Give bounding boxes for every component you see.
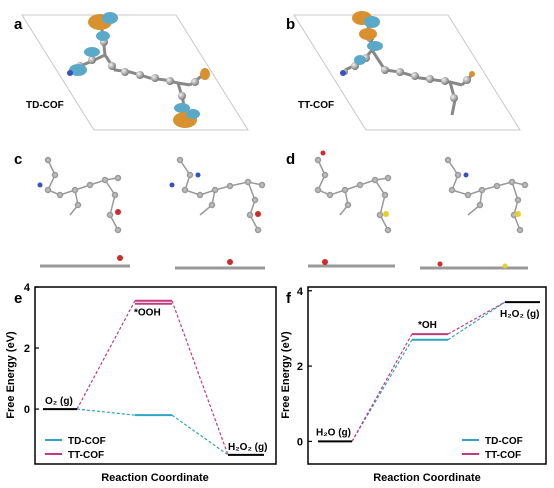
panel-label-f: f [286, 290, 291, 307]
chart-e-frame [34, 286, 277, 465]
molecule-tt-cof [340, 11, 475, 116]
chart-f-step-label-0: H₂O (g) [316, 427, 351, 438]
td-cof-label: TD-COF [26, 100, 64, 111]
chart-f-ytick-label-0: 0 [297, 436, 303, 448]
chart-f-frame [307, 286, 547, 465]
chart-e-ytick-label-0: 0 [24, 404, 30, 416]
chart-e-legend-label-0: TD-COF [68, 436, 106, 447]
chart-f-legend-label-1: TT-COF [485, 450, 521, 461]
molecule-c-left [37, 156, 122, 234]
molecule-d-side-views [308, 259, 528, 270]
molecule-td-cof [67, 12, 210, 128]
chart-e-ytick-label-2: 4 [24, 282, 31, 294]
tt-cof-label: TT-COF [298, 100, 335, 111]
chart-e-ytick-label-1: 2 [24, 343, 30, 355]
panel-label-a: a [14, 16, 23, 33]
panel-label-c: c [14, 151, 23, 168]
chart-e-connector-out-tt-cof [171, 300, 229, 456]
panel-label-b: b [286, 16, 296, 33]
chart-e-connector-out-td-cof [171, 414, 229, 456]
chart-f-connector-out-td-cof [447, 301, 506, 341]
unit-cell-b [293, 14, 521, 131]
chart-e-xlabel: Reaction Coordinate [101, 472, 209, 484]
molecule-c-side-views [40, 255, 265, 270]
chart-f-ytick-label-1: 2 [297, 361, 303, 373]
chart-f-connector-out-tt-cof [447, 301, 506, 335]
chart-f-step-label-2: H₂O₂ (g) [500, 309, 539, 320]
chart-f-step-label-1: *OH [418, 320, 437, 331]
panel-label-e: e [14, 290, 23, 307]
chart-f-ytick-label-2: 4 [297, 286, 304, 298]
chart-e-connector-in-tt-cof [76, 300, 136, 410]
molecule-d-right [444, 156, 529, 234]
chart-e-ylabel: Free Energy (eV) [5, 331, 17, 419]
molecule-d-left [314, 150, 392, 234]
chart-f-legend-label-0: TD-COF [485, 436, 523, 447]
chart-f-xlabel: Reaction Coordinate [373, 472, 481, 484]
chart-e-step-label-0: O₂ (g) [45, 396, 73, 407]
unit-cell-a [21, 14, 249, 131]
panel-label-d: d [286, 151, 296, 168]
chart-e-step-label-3: H₂O₂ (g) [228, 442, 267, 453]
chart-f-ylabel: Free Energy (eV) [280, 331, 292, 419]
chart-f-connector-in-tt-cof [351, 333, 413, 442]
molecule-c-right [169, 156, 266, 234]
chart-e-step-label-1: *OOH [134, 308, 161, 319]
chart-e-legend-label-1: TT-COF [68, 450, 104, 461]
